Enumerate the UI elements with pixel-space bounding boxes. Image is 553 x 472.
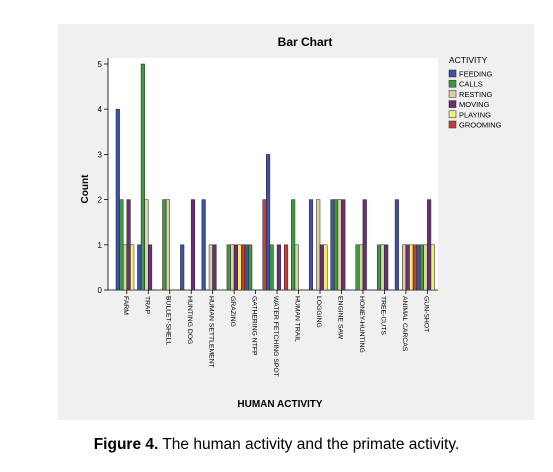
bar	[294, 244, 299, 291]
bar	[423, 244, 428, 291]
bar	[337, 199, 342, 291]
bar	[284, 244, 289, 291]
bar	[115, 108, 120, 291]
bar	[148, 244, 153, 291]
bar	[316, 199, 321, 291]
legend-swatch	[448, 100, 457, 108]
caption-label: Figure 4.	[93, 436, 159, 453]
bar	[416, 244, 421, 291]
x-tick-label: ENGINE SAW	[336, 296, 343, 340]
bar	[190, 199, 196, 291]
legend-swatch	[448, 90, 457, 98]
y-tick-label: 1	[98, 241, 103, 250]
bar	[319, 244, 324, 291]
x-tick-label: TRAP	[143, 296, 150, 315]
bar	[376, 244, 382, 291]
bar	[362, 199, 367, 291]
bar	[262, 199, 267, 291]
bar	[226, 244, 231, 291]
bar	[380, 244, 385, 291]
bar	[412, 244, 417, 291]
legend-label: CALLS	[459, 80, 483, 89]
bar	[119, 199, 124, 291]
y-axis-label: Count	[80, 174, 91, 204]
legend-label: FEEDING	[459, 70, 493, 79]
caption-text: The human activity and the primate activ…	[158, 436, 460, 453]
bar	[394, 199, 399, 291]
y-tick-label: 4	[98, 105, 103, 114]
bar	[144, 199, 149, 291]
x-tick-label: HUNTING DOG	[186, 296, 193, 344]
legend-swatch	[448, 69, 457, 78]
x-axis-label: HUMAN ACTIVITY	[237, 399, 323, 410]
bar	[341, 199, 346, 291]
bar	[122, 244, 128, 291]
chart-panel: Bar Chart Count HUMAN ACTIVITY 0 1 2 3 4 5 FAR…	[58, 24, 534, 420]
y-tick-label: 3	[98, 150, 103, 159]
legend-swatch	[448, 120, 457, 129]
bar	[384, 244, 389, 291]
legend-title: ACTIVITY	[449, 55, 488, 65]
legend-label: RESTING	[459, 90, 493, 99]
bar	[323, 244, 328, 291]
bar	[130, 244, 135, 291]
x-tick-label: WATER FETCHING SPOT	[272, 296, 279, 377]
x-tick-label: FARM	[122, 296, 129, 315]
y-tick-label: 2	[98, 196, 103, 205]
bar	[208, 244, 213, 291]
bar	[334, 199, 339, 291]
bar	[140, 63, 145, 291]
bar	[419, 244, 424, 291]
bar	[409, 244, 414, 291]
chart-title: Bar Chart	[278, 35, 333, 49]
bar	[308, 199, 314, 291]
bar	[233, 244, 238, 291]
bar	[269, 244, 274, 291]
x-tick-label: TREE-CUTS	[379, 296, 386, 335]
x-tick-label: GUN-SHOT	[422, 296, 429, 332]
x-tick-label: HUMAN TRAIL	[294, 296, 301, 342]
bar	[248, 244, 253, 291]
bar	[291, 199, 296, 291]
x-tick-label: HUMAN SETTLEMENT	[208, 296, 215, 368]
legend-label: PLAYING	[459, 110, 491, 119]
figure-caption: Figure 4. The human activity and the pri…	[0, 436, 553, 454]
y-tick-label: 5	[98, 60, 103, 69]
bar	[359, 244, 364, 291]
legend-swatch	[448, 110, 457, 119]
y-tick-label: 0	[98, 286, 103, 295]
bar	[230, 244, 235, 291]
plot-area: 0 1 2 3 4 5 FARM TRAP BULLET-SHELL HUNTING DOG HUM…	[98, 58, 438, 377]
legend: ACTIVITY FEEDINGCALLSRESTINGMOVINGPLAYIN…	[448, 55, 502, 130]
x-tick-label: HONEY-HUNTING	[358, 296, 365, 353]
x-tick-label: GRAZING	[229, 296, 236, 327]
x-tick-label: GATHERING NTFP	[251, 296, 258, 356]
bar	[201, 199, 206, 291]
bar	[241, 244, 246, 291]
bar	[355, 244, 360, 291]
bar	[212, 244, 217, 291]
bar-chart: Bar Chart Count HUMAN ACTIVITY 0 1 2 3 4 5 FAR…	[80, 35, 502, 410]
legend-swatch	[448, 79, 457, 88]
bar	[162, 199, 167, 291]
bar	[276, 244, 281, 291]
bar	[402, 244, 407, 291]
bar	[237, 244, 242, 291]
bar	[430, 244, 435, 291]
bar	[427, 199, 432, 291]
x-tick-label: LOGGING	[315, 296, 322, 328]
bar	[266, 154, 271, 291]
bar	[165, 199, 170, 291]
x-tick-label: ANIMAL CARCAS	[401, 296, 408, 352]
bar	[180, 244, 185, 291]
bar	[244, 244, 249, 291]
legend-label: GROOMING	[459, 121, 502, 130]
bar	[126, 199, 131, 291]
bar	[137, 244, 142, 291]
bar	[330, 199, 335, 291]
x-tick-label: BULLET-SHELL	[165, 296, 172, 345]
bar	[405, 244, 410, 291]
legend-label: MOVING	[459, 100, 490, 109]
